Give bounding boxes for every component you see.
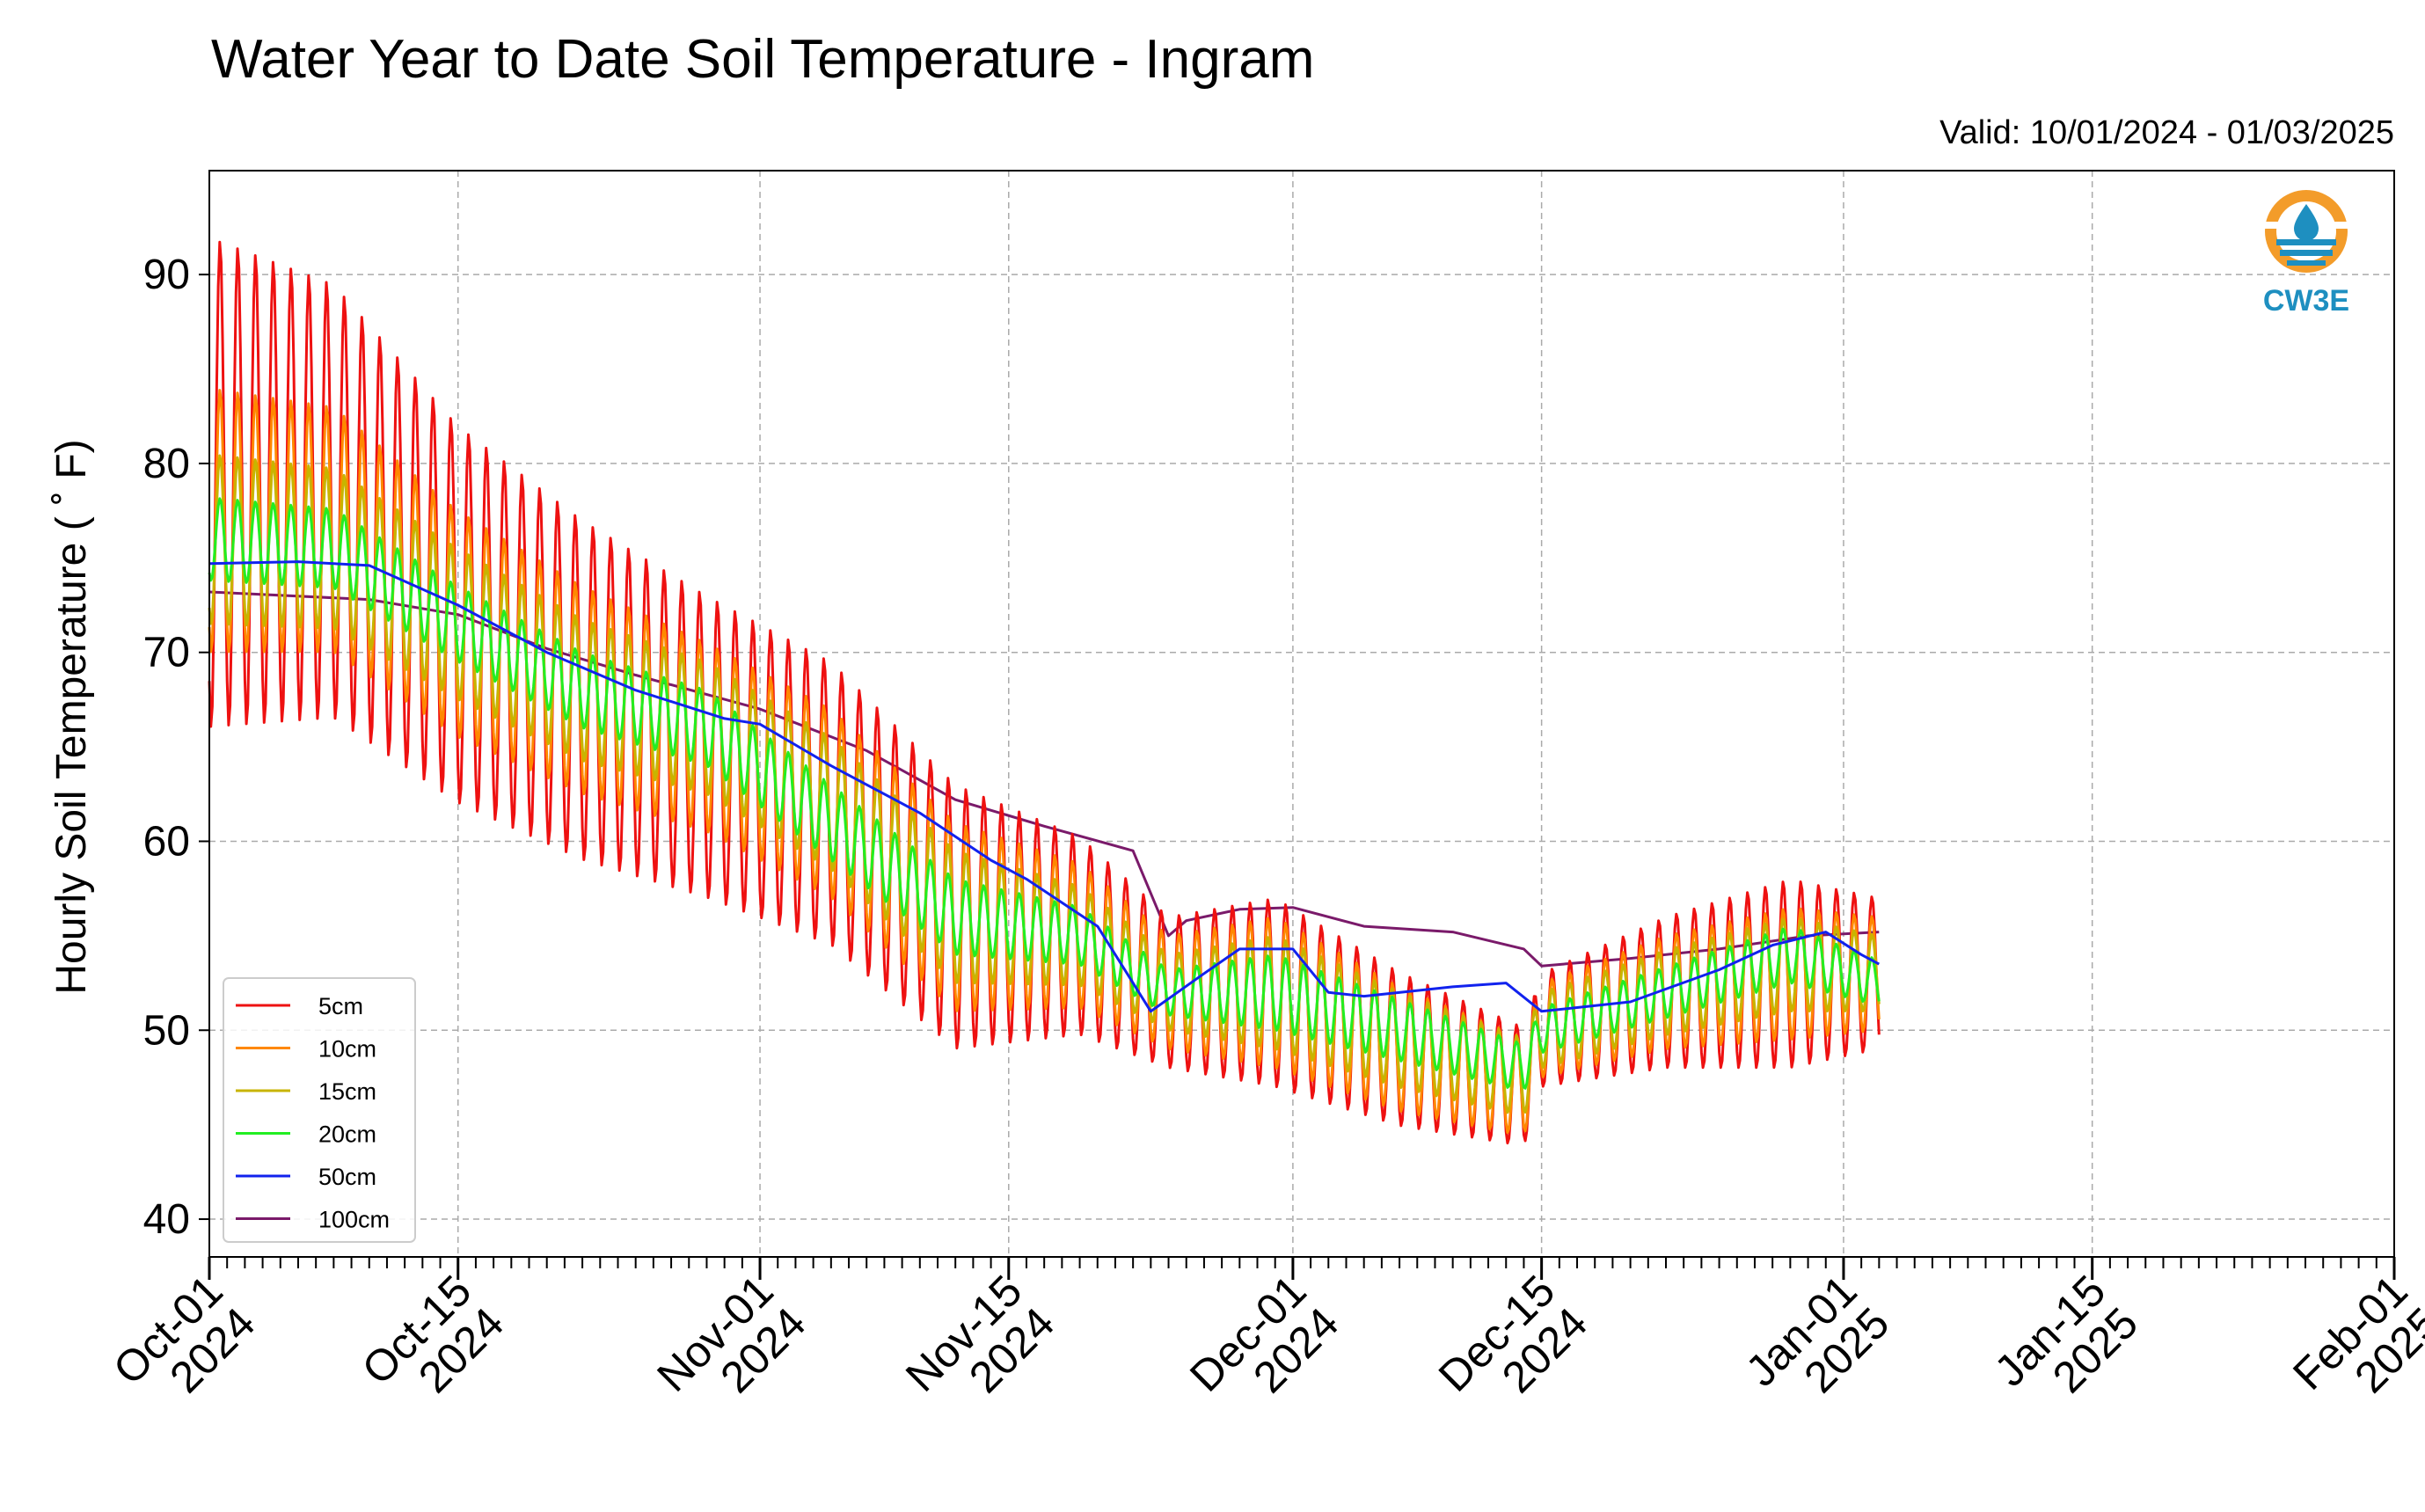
cw3e-logo: CW3E bbox=[2263, 190, 2349, 318]
x-tick-label: Feb-012025 bbox=[2283, 1266, 2425, 1431]
x-axis: Oct-012024 Oct-152024 Nov-012024 Nov-152024… bbox=[104, 1257, 2425, 1433]
legend-label: 20cm bbox=[318, 1121, 376, 1148]
y-tick-label: 80 bbox=[143, 441, 190, 487]
plot-frame bbox=[208, 170, 2395, 1258]
y-tick-label: 90 bbox=[143, 252, 190, 298]
x-tick-label: Oct-012024 bbox=[104, 1266, 264, 1426]
legend-label: 15cm bbox=[318, 1078, 376, 1105]
y-axis-label: Hourly Soil Temperature ( ˚ F) bbox=[48, 439, 95, 994]
grid bbox=[208, 171, 2395, 1257]
x-tick-label: Nov-152024 bbox=[896, 1266, 1063, 1433]
x-tick-label: Dec-152024 bbox=[1429, 1266, 1596, 1433]
x-tick-label: Nov-012024 bbox=[647, 1266, 814, 1433]
legend-label: 100cm bbox=[318, 1207, 390, 1233]
logo-text: CW3E bbox=[2263, 284, 2349, 318]
x-tick-label: Jan-012025 bbox=[1736, 1266, 1898, 1428]
water-drop-icon bbox=[2294, 204, 2319, 241]
x-tick-label: Jan-152025 bbox=[1985, 1266, 2147, 1428]
legend-label: 50cm bbox=[318, 1164, 376, 1190]
legend-label: 5cm bbox=[318, 993, 363, 1019]
x-tick-label: Oct-152024 bbox=[353, 1266, 513, 1426]
legend-label: 10cm bbox=[318, 1036, 376, 1063]
y-tick-label: 50 bbox=[143, 1007, 190, 1054]
series-line-50cm bbox=[208, 560, 1881, 1013]
data-series bbox=[208, 240, 1881, 1145]
y-tick-label: 60 bbox=[143, 818, 190, 865]
chart-title: Water Year to Date Soil Temperature - In… bbox=[211, 29, 1314, 90]
legend: 5cm 10cm 15cm 20cm 50cm 100cm bbox=[223, 977, 416, 1243]
y-axis: 40 50 60 70 80 90 bbox=[143, 252, 209, 1243]
y-tick-label: 70 bbox=[143, 630, 190, 676]
y-tick-label: 40 bbox=[143, 1196, 190, 1243]
x-tick-label: Dec-012024 bbox=[1180, 1266, 1348, 1433]
series-line-20cm bbox=[208, 497, 1881, 1090]
valid-date-range: Valid: 10/01/2024 - 01/03/2025 bbox=[1939, 114, 2394, 151]
logo-wave bbox=[2276, 239, 2336, 245]
